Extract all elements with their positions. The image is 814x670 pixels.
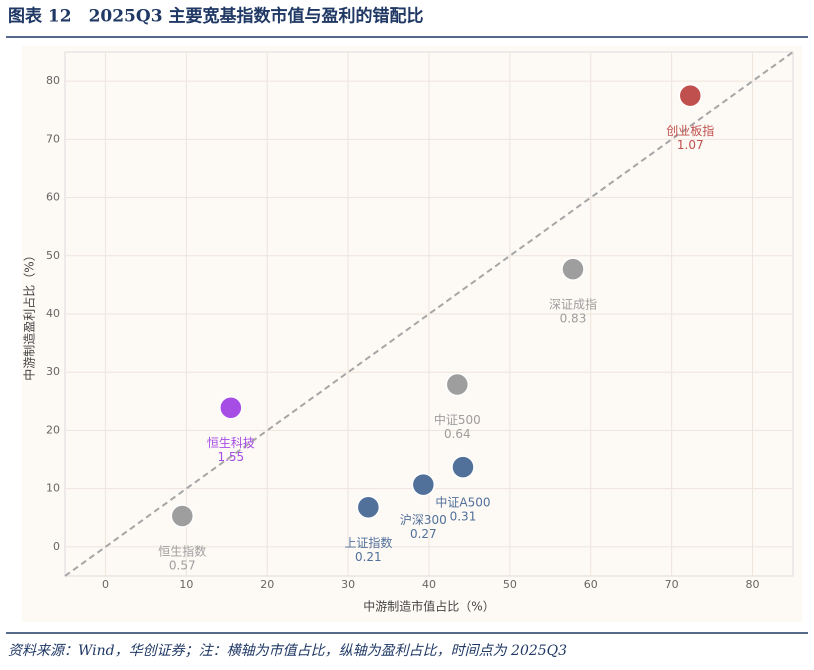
point-name: 中证500 — [434, 412, 481, 427]
x-axis-label: 中游制造市值占比（%） — [363, 599, 494, 614]
point-ratio: 0.64 — [444, 427, 471, 441]
point-ratio: 1.55 — [217, 450, 244, 464]
point-ratio: 0.27 — [410, 527, 437, 541]
point — [411, 472, 436, 497]
point-ratio: 0.31 — [450, 510, 477, 524]
y-tick-label: 0 — [53, 540, 60, 553]
x-tick-label: 10 — [179, 578, 193, 591]
x-tick-label: 30 — [341, 578, 355, 591]
point — [561, 257, 585, 281]
point-name: 创业板指 — [666, 123, 714, 138]
point-name: 恒生科技 — [207, 436, 255, 450]
point-name: 深证成指 — [549, 297, 597, 312]
point — [219, 395, 243, 420]
y-tick-label: 40 — [46, 307, 60, 320]
x-tick-label: 20 — [260, 578, 274, 591]
y-tick-label: 30 — [46, 365, 60, 378]
y-tick-label: 70 — [46, 132, 60, 145]
y-tick-label: 20 — [46, 423, 60, 436]
x-tick-label: 0 — [102, 578, 109, 591]
point-ratio: 1.07 — [677, 138, 704, 152]
point-ratio: 0.57 — [169, 559, 196, 573]
point-name: 上证指数 — [344, 535, 392, 550]
point — [356, 495, 381, 520]
point-name: 沪深300 — [400, 513, 447, 527]
point-name: 中证A500 — [435, 495, 490, 510]
chart-title: 图表 12 2025Q3 主要宽基指数市值与盈利的错配比 — [8, 6, 423, 27]
point — [445, 372, 470, 397]
x-tick-label: 40 — [422, 578, 436, 591]
y-axis-label: 中游制造盈利占比（%） — [22, 249, 37, 380]
x-tick-label: 70 — [665, 578, 679, 591]
y-tick-label: 10 — [46, 482, 60, 495]
point — [678, 83, 703, 108]
point-ratio: 0.21 — [355, 550, 382, 564]
point-name: 恒生指数 — [158, 544, 206, 559]
x-tick-label: 60 — [584, 578, 598, 591]
point — [451, 455, 475, 479]
y-tick-label: 50 — [46, 249, 60, 262]
point-ratio: 0.83 — [560, 312, 587, 326]
y-tick-label: 60 — [46, 191, 60, 204]
x-tick-label: 80 — [746, 578, 760, 591]
y-tick-label: 80 — [46, 74, 60, 87]
x-tick-label: 50 — [503, 578, 517, 591]
point — [170, 504, 195, 528]
source-note: 资料来源：Wind，华创证券；注：横轴为市值占比，纵轴为盈利占比，时间点为 20… — [8, 643, 567, 659]
